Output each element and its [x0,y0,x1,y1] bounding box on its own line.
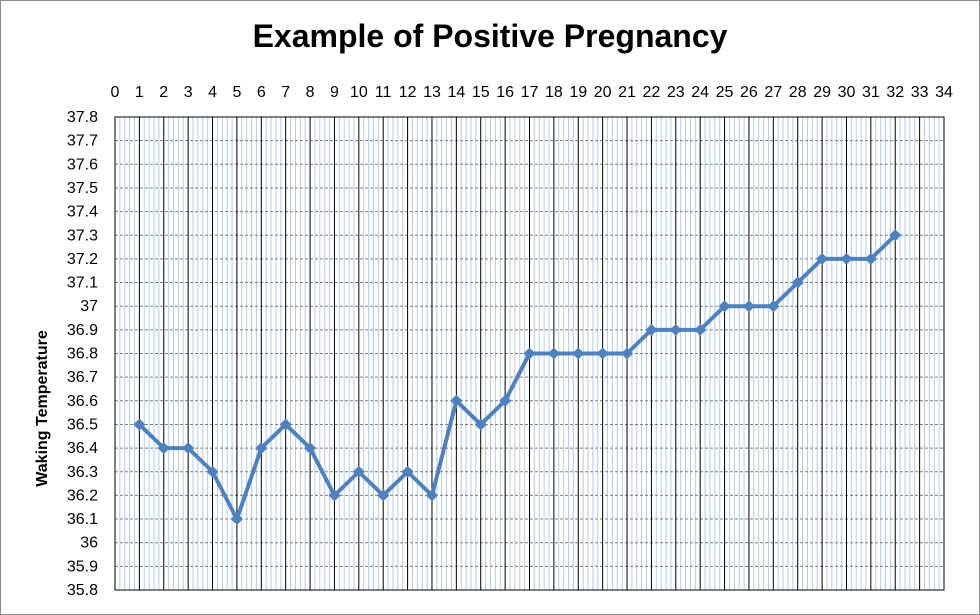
y-tick-label: 37.4 [67,204,98,221]
data-point-marker [645,323,658,336]
x-tick-label: 21 [618,84,636,101]
data-point-marker [352,465,365,478]
x-tick-label: 15 [472,84,490,101]
y-tick-label: 36.3 [67,464,98,481]
data-point-marker [206,465,219,478]
x-tick-label: 34 [935,84,953,101]
x-tick-label: 8 [306,84,315,101]
data-point-marker [157,442,170,455]
data-point-marker [255,442,268,455]
x-tick-label: 17 [521,84,539,101]
x-tick-label: 32 [886,84,904,101]
y-tick-label: 36 [80,535,98,552]
x-tick-label: 12 [399,84,417,101]
y-tick-label: 37.6 [67,156,98,173]
y-tick-label: 37.5 [67,180,98,197]
y-tick-label: 36.5 [67,416,98,433]
y-tick-label: 36.9 [67,322,98,339]
data-point-marker [840,252,853,265]
x-tick-label: 25 [716,84,734,101]
x-tick-label: 29 [813,84,831,101]
plot-area-border [114,116,945,591]
x-tick-label: 10 [350,84,368,101]
x-tick-label: 31 [862,84,880,101]
y-tick-label: 37.1 [67,275,98,292]
x-tick-label: 0 [111,84,120,101]
x-tick-label: 16 [496,84,514,101]
y-tick-label: 37.7 [67,133,98,150]
x-tick-label: 7 [281,84,290,101]
data-point-marker [523,347,536,360]
x-tick-label: 9 [330,84,339,101]
data-point-marker [572,347,585,360]
y-axis-title: Waking Temperature [34,330,51,487]
x-tick-label: 2 [159,84,168,101]
data-point-marker [547,347,560,360]
y-tick-label: 37.2 [67,251,98,268]
data-point-marker [304,442,317,455]
data-point-marker [133,418,146,431]
x-tick-label: 23 [667,84,685,101]
data-markers [133,229,902,526]
data-point-marker [816,252,829,265]
data-point-marker [474,418,487,431]
y-axis-tick-labels: 37.8 37.7 37.6 37.5 37.4 37.3 37.2 37.1 37 36.9 36… [67,109,98,599]
data-point-marker [694,323,707,336]
chart-title: Example of Positive Pregnancy [252,18,728,54]
x-tick-label: 11 [375,84,392,101]
data-point-marker [791,276,804,289]
x-tick-label: 5 [232,84,241,101]
y-tick-label: 37.8 [67,109,98,126]
data-point-marker [669,323,682,336]
y-tick-label: 36.8 [67,346,98,363]
data-point-marker [401,465,414,478]
y-tick-label: 35.8 [67,582,98,599]
x-tick-label: 18 [545,84,563,101]
x-tick-label: 14 [447,84,465,101]
y-tick-label: 37 [80,298,98,315]
y-tick-label: 36.4 [67,440,98,457]
y-tick-label: 36.7 [67,369,98,386]
data-point-marker [230,513,243,526]
data-point-marker [377,489,390,502]
data-point-marker [718,300,731,313]
data-point-marker [425,489,438,502]
data-point-marker [767,300,780,313]
y-tick-label: 36.1 [67,511,98,528]
data-point-marker [621,347,634,360]
data-point-marker [450,394,463,407]
x-axis-tick-labels: 0 1 2 3 4 5 6 7 8 9 10 11 12 13 14 15 16 17 18 19 20 21 22 23 24… [111,84,953,101]
data-point-marker [596,347,609,360]
data-point-marker [499,394,512,407]
data-point-marker [864,252,877,265]
x-tick-label: 30 [838,84,856,101]
x-tick-label: 28 [789,84,807,101]
x-tick-label: 20 [594,84,612,101]
x-tick-label: 26 [740,84,758,101]
y-tick-label: 36.6 [67,393,98,410]
x-tick-label: 1 [135,84,144,101]
x-tick-label: 33 [911,84,929,101]
y-tick-label: 36.2 [67,487,98,504]
x-tick-label: 6 [257,84,266,101]
data-point-marker [182,442,195,455]
x-tick-label: 3 [184,84,193,101]
y-tick-label: 35.9 [67,558,98,575]
x-tick-label: 27 [764,84,782,101]
data-point-marker [889,229,902,242]
x-tick-label: 22 [643,84,661,101]
data-point-marker [742,300,755,313]
x-tick-label: 19 [569,84,587,101]
x-tick-label: 4 [208,84,217,101]
x-tick-label: 24 [691,84,709,101]
x-tick-label: 13 [423,84,441,101]
data-point-marker [279,418,292,431]
y-tick-label: 37.3 [67,227,98,244]
data-point-marker [328,489,341,502]
